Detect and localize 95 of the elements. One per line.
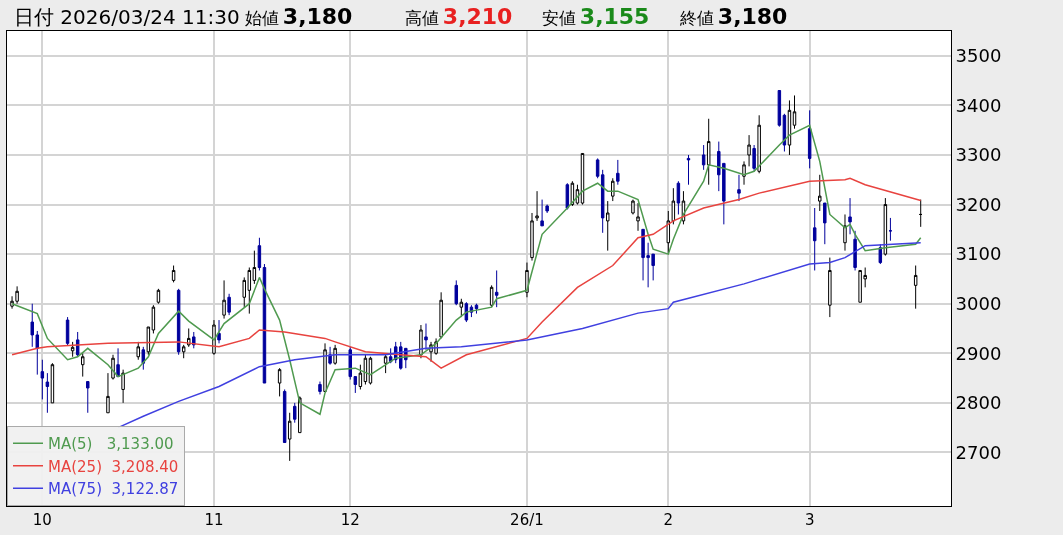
candlestick — [807, 109, 812, 169]
candlestick — [848, 197, 852, 235]
candlestick — [701, 144, 706, 171]
candlestick — [358, 364, 363, 390]
text: 始値 3,180 — [245, 4, 353, 29]
text: 高値 3,210 — [405, 4, 513, 29]
candlestick — [812, 207, 817, 271]
candlestick — [878, 243, 883, 265]
candlestick — [65, 316, 70, 347]
candlestick — [257, 237, 262, 271]
x-tick-label: 2 — [663, 511, 674, 529]
candlestick — [282, 388, 287, 444]
candlestick — [323, 342, 327, 392]
candlestick — [792, 94, 797, 130]
candlestick — [545, 204, 549, 214]
candlestick — [565, 182, 570, 210]
x-tick-label: 10 — [32, 511, 52, 529]
x-tick-label: 26/1 — [510, 511, 544, 529]
candlestick — [883, 197, 888, 257]
candlestick — [757, 114, 761, 174]
candlestick — [293, 402, 297, 424]
candlestick — [535, 190, 539, 222]
candlestick — [616, 159, 620, 186]
candlestick — [540, 199, 544, 227]
candlestick — [287, 412, 292, 462]
candlestick — [227, 293, 231, 316]
candlestick — [111, 354, 115, 381]
legend-label: MA(5) 3,133.00 — [48, 435, 174, 454]
text: 日付 2026/03/24 11:30 — [14, 5, 240, 29]
candlestick — [853, 230, 857, 271]
candlestick — [489, 284, 494, 308]
y-tick-label: 3100 — [955, 243, 1002, 265]
y-tick-label: 3300 — [955, 144, 1002, 166]
candlestick — [459, 298, 464, 318]
legend-label: MA(75) 3,122.87 — [48, 480, 179, 499]
candlestick — [171, 265, 176, 283]
line-series — [11, 177, 922, 369]
legend-label: MA(25) 3,208.40 — [48, 457, 179, 476]
candlestick — [494, 269, 499, 308]
candlestick — [530, 212, 534, 262]
candlestick — [706, 118, 711, 186]
line-series — [11, 124, 922, 416]
y-tick-label: 3400 — [955, 94, 1002, 116]
candlestick — [913, 265, 918, 310]
y-tick-label: 3000 — [955, 293, 1002, 314]
candlestick — [318, 381, 322, 395]
y-tick-label: 3500 — [955, 45, 1002, 67]
candlestick — [116, 347, 120, 378]
candlestick — [828, 257, 832, 318]
candlestick — [787, 99, 792, 156]
candlestick — [439, 291, 443, 339]
candlestick — [605, 200, 610, 252]
candlestick — [888, 217, 893, 242]
text: 終値 3,180 — [679, 4, 788, 29]
candlestick — [777, 90, 782, 128]
candlestick — [45, 372, 50, 414]
candlestick — [636, 202, 640, 232]
candlestick — [676, 180, 681, 215]
candlestick — [737, 174, 741, 202]
candlestick — [742, 160, 746, 186]
candlestick — [843, 213, 847, 252]
candlestick — [222, 279, 226, 320]
candlestick — [277, 367, 282, 397]
candlestick — [106, 372, 110, 414]
candlestick — [752, 144, 756, 172]
x-tick-label: 12 — [340, 511, 360, 529]
x-tick-label: 3 — [804, 511, 815, 529]
candlestick — [454, 279, 459, 306]
candlestick — [80, 352, 85, 378]
candlestick — [217, 319, 221, 344]
candlestick — [75, 331, 80, 358]
y-tick-label: 2700 — [955, 441, 1002, 463]
candlestick — [146, 326, 151, 356]
candlestick — [141, 346, 146, 371]
y-tick-label: 2900 — [955, 342, 1002, 364]
candlestick — [631, 199, 635, 215]
candlestick — [383, 354, 388, 374]
candlestick — [86, 381, 90, 414]
candlestick — [424, 323, 428, 351]
candlestick — [181, 344, 186, 359]
candlestick — [686, 154, 691, 186]
candlestick — [818, 174, 822, 212]
candlestick — [823, 202, 827, 245]
candlestick — [918, 199, 923, 228]
candlestick — [121, 369, 125, 404]
candlestick — [747, 134, 751, 167]
x-tick-label: 11 — [204, 511, 224, 529]
y-tick-label: 2800 — [955, 392, 1002, 414]
text: 安値 3,155 — [542, 4, 650, 29]
candlestick — [70, 341, 75, 358]
y-tick-label: 3200 — [955, 193, 1002, 215]
candlestick — [40, 359, 45, 400]
candlestick — [328, 346, 332, 366]
candlestick — [176, 288, 181, 356]
candlestick — [136, 341, 140, 361]
